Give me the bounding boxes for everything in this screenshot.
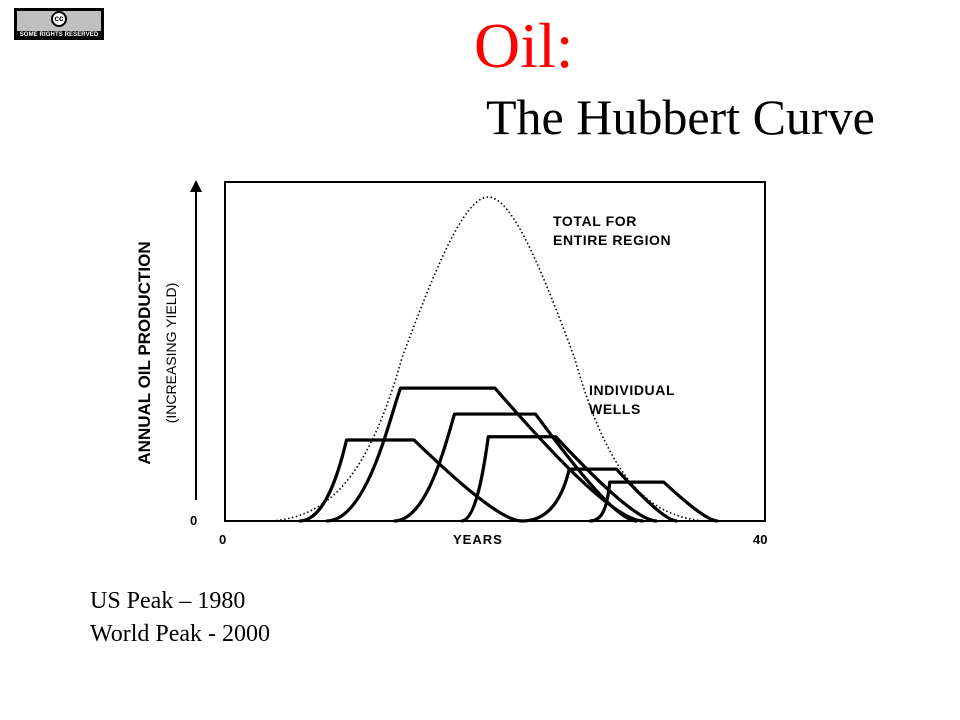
- well-curve-5: [521, 467, 678, 523]
- annotation-1-line-1: TOTAL FOR: [553, 213, 637, 229]
- annotation-2-line-2: WELLS: [589, 401, 641, 417]
- x-tick-label-0: 0: [219, 532, 226, 547]
- world-peak-note: World Peak - 2000: [90, 621, 271, 647]
- y-tick-label-0: 0: [190, 513, 197, 528]
- well-curve-1: [299, 438, 523, 523]
- peak-notes: US Peak – 1980 World Peak - 2000: [90, 585, 270, 651]
- cc-badge-text: SOME RIGHTS RESERVED: [19, 32, 99, 38]
- well-curve-3: [393, 412, 638, 523]
- annotation-2-line-1: INDIVIDUAL: [589, 382, 675, 398]
- y-axis-arrowhead: [190, 180, 202, 192]
- us-peak-note: US Peak – 1980: [90, 588, 246, 614]
- well-curve-6: [589, 480, 719, 523]
- y-axis-sublabel: (INCREASING YIELD): [163, 283, 179, 424]
- plot-frame: [224, 181, 766, 522]
- slide-title: Oil:: [474, 10, 574, 81]
- cc-logo-icon: cc: [51, 11, 67, 27]
- well-curve-4: [460, 435, 658, 523]
- x-tick-label-40: 40: [753, 532, 767, 547]
- annotation-1-line-2: ENTIRE REGION: [553, 232, 671, 248]
- cc-license-badge[interactable]: cc SOME RIGHTS RESERVED: [14, 8, 104, 40]
- slide-subtitle: The Hubbert Curve: [486, 89, 875, 145]
- y-axis-label: ANNUAL OIL PRODUCTION: [135, 241, 154, 464]
- x-axis-label: YEARS: [453, 532, 503, 547]
- total-region-curve: [272, 196, 705, 522]
